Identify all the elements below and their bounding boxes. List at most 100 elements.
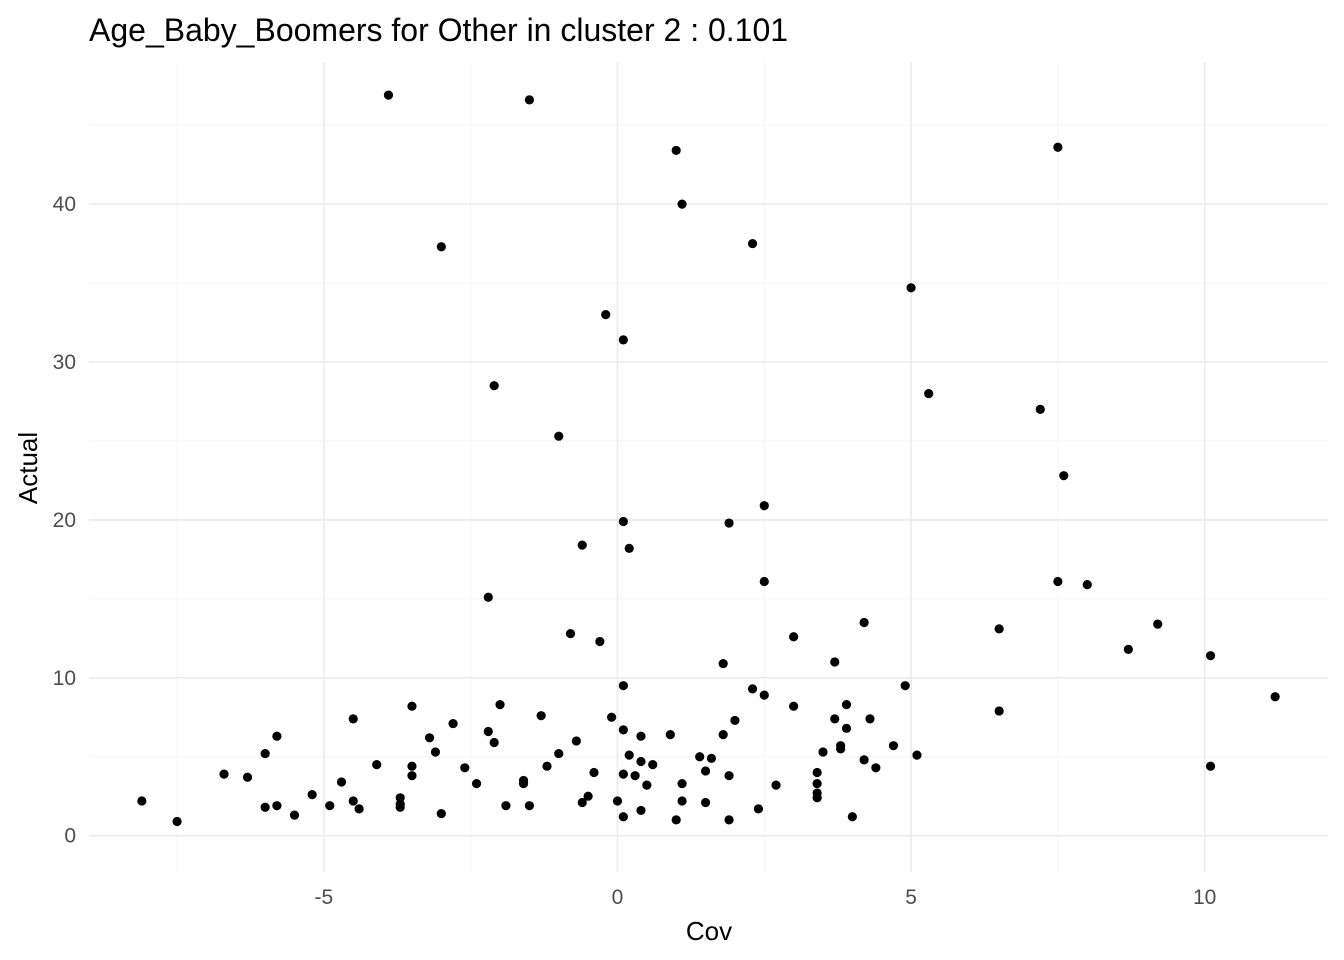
- data-point: [436, 808, 446, 819]
- data-point: [407, 771, 417, 781]
- data-point: [618, 681, 628, 691]
- data-point: [836, 744, 846, 754]
- data-point: [648, 760, 658, 770]
- data-point: [601, 310, 611, 320]
- data-point: [571, 736, 581, 746]
- data-point: [724, 815, 734, 825]
- data-point: [577, 797, 587, 808]
- data-point: [471, 778, 482, 789]
- data-point: [589, 767, 599, 778]
- data-point: [395, 799, 405, 809]
- data-point: [859, 755, 869, 765]
- data-point: [724, 771, 734, 781]
- data-point: [583, 791, 593, 801]
- data-point: [618, 725, 628, 735]
- data-point: [354, 804, 364, 814]
- data-point: [700, 766, 711, 776]
- data-point: [859, 617, 869, 628]
- data-point: [407, 761, 417, 771]
- data-point: [642, 780, 652, 790]
- data-point: [219, 769, 229, 779]
- data-point: [636, 805, 646, 816]
- data-point: [289, 810, 300, 820]
- data-point: [730, 715, 740, 726]
- data-point: [542, 761, 552, 771]
- data-point: [260, 748, 270, 759]
- data-point: [489, 381, 499, 391]
- data-point: [430, 747, 441, 757]
- data-point: [1053, 142, 1063, 152]
- data-point: [1123, 644, 1133, 654]
- data-point: [724, 518, 734, 528]
- data-point: [383, 90, 394, 100]
- data-point: [395, 793, 405, 803]
- data-point: [424, 733, 435, 743]
- data-point: [677, 199, 687, 209]
- x-axis-ticks: -5 0 5 10: [315, 886, 1217, 909]
- data-point: [753, 804, 764, 814]
- data-point: [718, 730, 728, 740]
- data-point: [1205, 761, 1216, 771]
- data-point: [818, 747, 828, 757]
- data-point: [554, 431, 564, 441]
- data-point: [612, 796, 623, 806]
- data-point: [348, 796, 358, 806]
- data-point: [671, 145, 681, 156]
- data-point: [501, 801, 511, 811]
- data-point: [1205, 651, 1216, 661]
- x-tick-label: -5: [315, 886, 334, 909]
- data-point: [348, 714, 358, 724]
- data-point: [830, 657, 840, 667]
- data-point: [636, 756, 646, 767]
- data-point: [718, 658, 728, 669]
- data-point: [759, 576, 769, 587]
- data-point: [830, 714, 840, 724]
- y-axis-ticks: 0 10 20 30 40: [53, 193, 76, 848]
- data-point: [695, 752, 705, 762]
- data-point: [489, 737, 499, 748]
- data-point: [1082, 580, 1092, 590]
- data-point: [994, 706, 1004, 716]
- data-point: [524, 801, 535, 811]
- data-point: [483, 592, 493, 602]
- data-point: [336, 777, 347, 787]
- data-point: [618, 335, 628, 345]
- data-point: [577, 540, 587, 550]
- data-point: [700, 797, 711, 808]
- data-point: [841, 700, 852, 710]
- data-point: [1053, 576, 1063, 587]
- data-point: [325, 801, 335, 811]
- data-point: [624, 750, 634, 760]
- data-point: [460, 763, 470, 773]
- data-point: [759, 501, 769, 511]
- data-point: [1059, 471, 1069, 481]
- data-point: [924, 388, 934, 399]
- data-point: [524, 95, 535, 105]
- data-point: [436, 242, 446, 252]
- y-tick-label: 20: [53, 509, 76, 532]
- data-point: [900, 681, 910, 691]
- y-tick-label: 40: [53, 193, 76, 216]
- data-point: [677, 796, 687, 806]
- chart-title: Age_Baby_Boomers for Other in cluster 2 …: [89, 12, 788, 48]
- data-point: [812, 778, 822, 789]
- data-point: [871, 763, 881, 773]
- data-point: [906, 283, 916, 293]
- x-axis-title: Cov: [686, 916, 732, 946]
- data-point: [630, 771, 640, 781]
- data-point: [912, 750, 922, 760]
- data-point: [518, 778, 529, 789]
- data-point: [618, 769, 628, 779]
- data-point: [812, 793, 822, 803]
- data-point: [242, 772, 253, 782]
- data-point: [812, 767, 822, 778]
- data-point: [565, 628, 576, 639]
- data-point: [747, 238, 758, 249]
- data-point: [272, 801, 282, 811]
- y-tick-label: 0: [64, 825, 76, 848]
- data-point: [759, 690, 769, 700]
- data-point: [671, 815, 681, 825]
- data-points: [137, 90, 1280, 827]
- data-point: [372, 760, 382, 770]
